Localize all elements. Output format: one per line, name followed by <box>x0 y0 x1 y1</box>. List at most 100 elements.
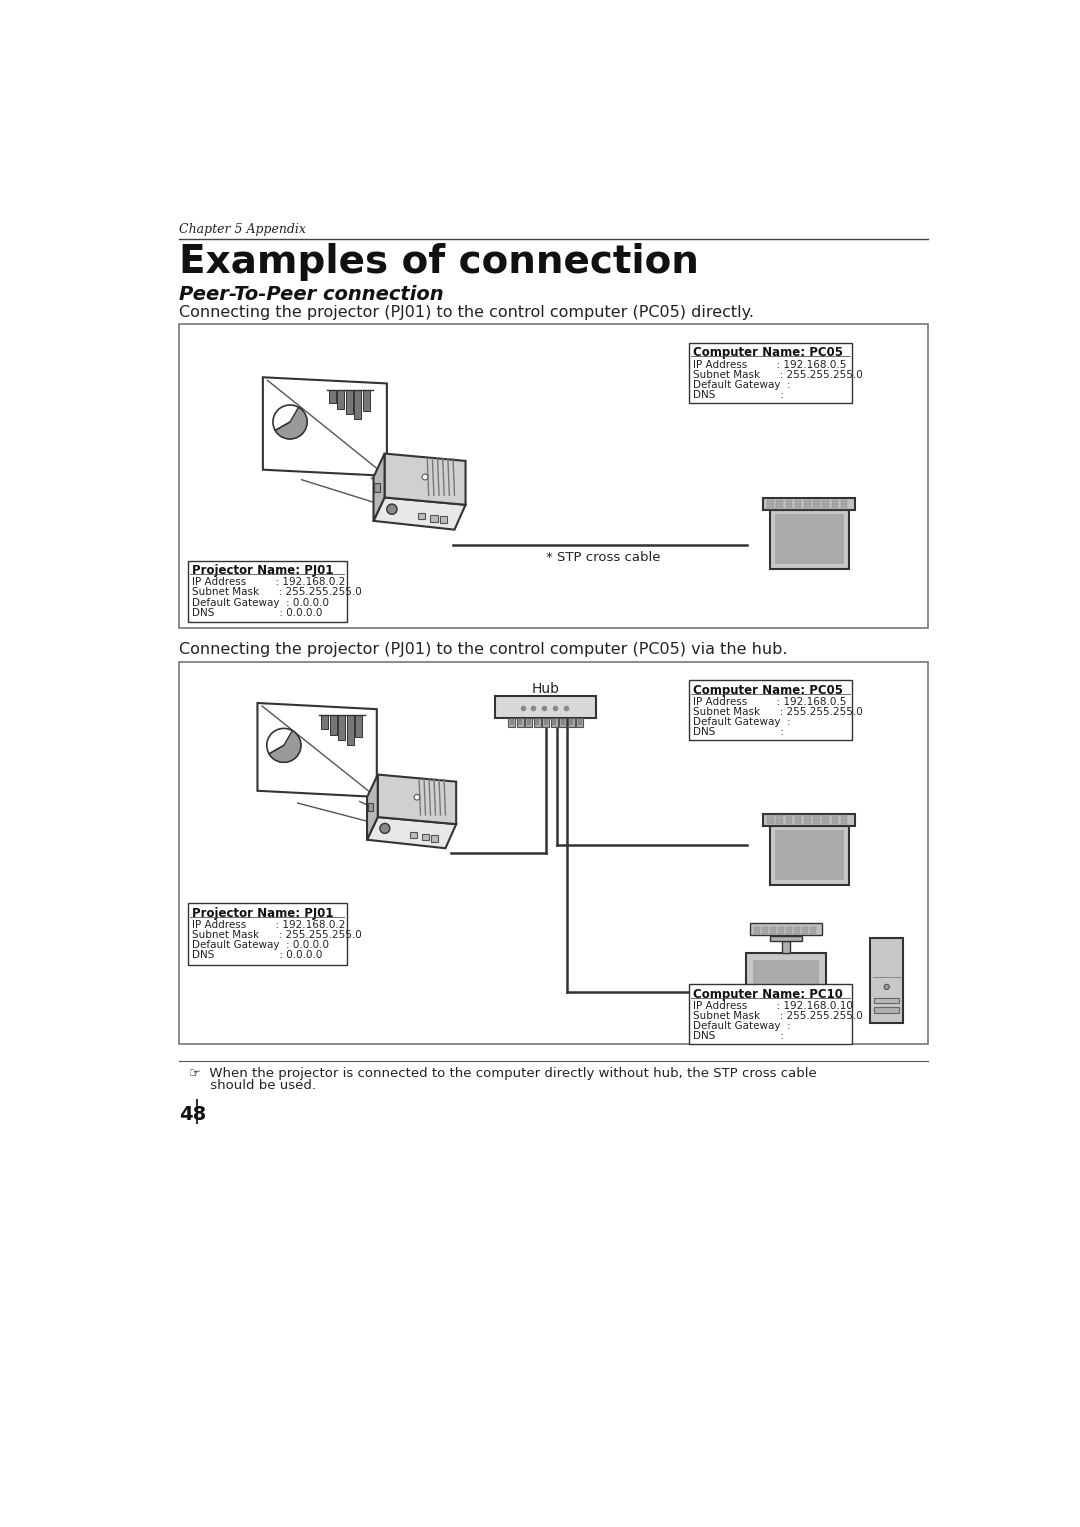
Bar <box>832 815 838 818</box>
Text: Connecting the projector (PJ01) to the control computer (PC05) via the hub.: Connecting the projector (PJ01) to the c… <box>179 643 787 657</box>
Bar <box>841 499 848 502</box>
Polygon shape <box>367 774 378 840</box>
Bar <box>430 515 437 522</box>
Bar <box>832 502 838 505</box>
Bar <box>785 818 792 822</box>
Bar <box>804 815 811 818</box>
Bar <box>767 815 773 818</box>
Bar <box>188 560 347 621</box>
Wedge shape <box>269 731 301 762</box>
Bar <box>762 931 768 933</box>
Polygon shape <box>374 454 384 521</box>
Bar <box>841 818 848 822</box>
Bar <box>542 718 550 727</box>
Bar <box>832 507 838 508</box>
Bar <box>764 498 855 510</box>
Bar <box>778 931 784 933</box>
Bar <box>785 507 792 508</box>
Bar <box>786 927 792 930</box>
Bar <box>179 324 928 628</box>
Bar <box>874 1006 900 1012</box>
Bar <box>509 718 515 727</box>
Bar <box>346 389 353 414</box>
Text: Computer Name: PC05: Computer Name: PC05 <box>693 347 843 359</box>
Bar <box>418 513 426 519</box>
Bar <box>813 818 820 822</box>
Bar <box>870 938 903 1023</box>
Bar <box>804 502 811 505</box>
Bar <box>431 835 438 841</box>
Bar <box>496 696 596 718</box>
Bar <box>804 499 811 502</box>
Bar <box>795 502 801 505</box>
Text: Subnet Mask      : 255.255.255.0: Subnet Mask : 255.255.255.0 <box>191 588 362 597</box>
Bar <box>767 507 773 508</box>
Text: Subnet Mask      : 255.255.255.0: Subnet Mask : 255.255.255.0 <box>191 930 362 941</box>
Circle shape <box>422 473 428 479</box>
Bar <box>409 832 417 838</box>
Bar <box>813 502 820 505</box>
Bar <box>823 818 829 822</box>
Bar <box>689 983 852 1044</box>
Bar <box>347 715 353 745</box>
Bar <box>516 718 524 727</box>
Bar <box>823 502 829 505</box>
Text: IP Address         : 192.168.0.5: IP Address : 192.168.0.5 <box>693 696 847 707</box>
Bar <box>795 499 801 502</box>
Bar <box>778 927 784 930</box>
Bar <box>841 502 848 505</box>
Polygon shape <box>378 774 456 825</box>
Text: DNS                    : 0.0.0.0: DNS : 0.0.0.0 <box>191 608 322 617</box>
Bar <box>578 719 582 725</box>
Text: Projector Name: PJ01: Projector Name: PJ01 <box>191 565 333 577</box>
Bar <box>782 942 789 953</box>
Bar <box>767 818 773 822</box>
Bar <box>777 818 783 822</box>
Bar <box>770 510 849 570</box>
Bar <box>810 927 815 930</box>
Bar <box>770 931 777 933</box>
Bar <box>762 927 768 930</box>
Bar <box>544 719 548 725</box>
Text: Computer Name: PC10: Computer Name: PC10 <box>693 988 842 1000</box>
Bar <box>355 715 362 738</box>
Bar <box>777 507 783 508</box>
Polygon shape <box>257 702 377 797</box>
Bar <box>328 389 336 403</box>
Text: DNS                    :: DNS : <box>693 727 784 738</box>
Bar <box>795 507 801 508</box>
Text: DNS                    :: DNS : <box>693 1031 784 1041</box>
Bar <box>536 719 539 725</box>
Wedge shape <box>275 408 307 438</box>
Bar <box>767 499 773 502</box>
Text: Default Gateway  : 0.0.0.0: Default Gateway : 0.0.0.0 <box>191 597 328 608</box>
Bar <box>552 719 556 725</box>
Text: Default Gateway  :: Default Gateway : <box>693 1022 791 1031</box>
Bar <box>823 499 829 502</box>
Text: Peer-To-Peer connection: Peer-To-Peer connection <box>179 286 444 304</box>
Bar <box>767 822 773 825</box>
Bar <box>568 718 575 727</box>
Bar <box>338 715 345 741</box>
Text: DNS                    :: DNS : <box>693 389 784 400</box>
Bar <box>832 818 838 822</box>
Bar <box>785 502 792 505</box>
Bar <box>841 815 848 818</box>
Bar <box>804 822 811 825</box>
Text: IP Address         : 192.168.0.10: IP Address : 192.168.0.10 <box>693 1002 853 1011</box>
Bar <box>813 822 820 825</box>
Bar <box>770 936 802 942</box>
Bar <box>823 507 829 508</box>
Bar <box>534 718 541 727</box>
Bar <box>689 680 852 741</box>
Bar <box>510 719 514 725</box>
Bar <box>755 931 760 933</box>
Text: should be used.: should be used. <box>189 1078 316 1092</box>
Bar <box>569 719 573 725</box>
Bar <box>422 834 429 840</box>
Bar <box>188 902 347 965</box>
Bar <box>375 483 380 492</box>
Bar <box>363 389 369 411</box>
Polygon shape <box>374 498 465 530</box>
Bar <box>813 815 820 818</box>
